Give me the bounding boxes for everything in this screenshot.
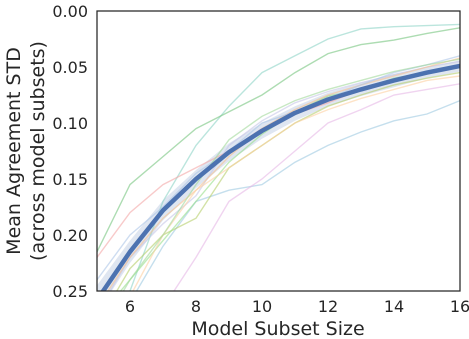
y-axis-label-line2: (across model subsets) <box>27 41 49 261</box>
faint-series-line-12 <box>122 58 460 291</box>
y-axis-label-line1: Mean Agreement STD <box>3 47 25 255</box>
faint-series-line-7 <box>109 60 460 291</box>
x-axis-label: Model Subset Size <box>191 318 364 339</box>
y-tick-label: 0.10 <box>52 114 88 133</box>
faint-series-line-5 <box>173 83 460 291</box>
x-tick-label: 16 <box>450 297 469 316</box>
faint-series-line-10 <box>97 55 460 281</box>
faint-series-line-2 <box>97 27 460 253</box>
x-tick-label: 14 <box>384 297 404 316</box>
faint-series-line-9 <box>107 57 460 291</box>
plot-frame <box>96 10 461 292</box>
y-tick-label: 0.25 <box>52 282 88 301</box>
y-axis-ticks: 0.00 0.05 0.10 0.15 0.20 0.25 <box>52 2 88 301</box>
x-tick-label: 12 <box>318 297 338 316</box>
plot-background <box>97 11 460 291</box>
x-tick-label: 6 <box>125 297 135 316</box>
y-tick-label: 0.20 <box>52 226 88 245</box>
mean-series-line <box>100 63 460 291</box>
y-tick-label: 0.05 <box>52 58 88 77</box>
x-axis-ticks: 6 8 10 12 14 16 <box>125 297 469 316</box>
faint-series-line-11 <box>132 75 460 291</box>
y-tick-label: 0.00 <box>52 2 88 21</box>
x-tick-label: 8 <box>191 297 201 316</box>
x-tick-label: 10 <box>252 297 272 316</box>
plot-area <box>97 23 460 291</box>
y-tick-label: 0.15 <box>52 170 88 189</box>
faint-series-line-3 <box>135 99 460 291</box>
